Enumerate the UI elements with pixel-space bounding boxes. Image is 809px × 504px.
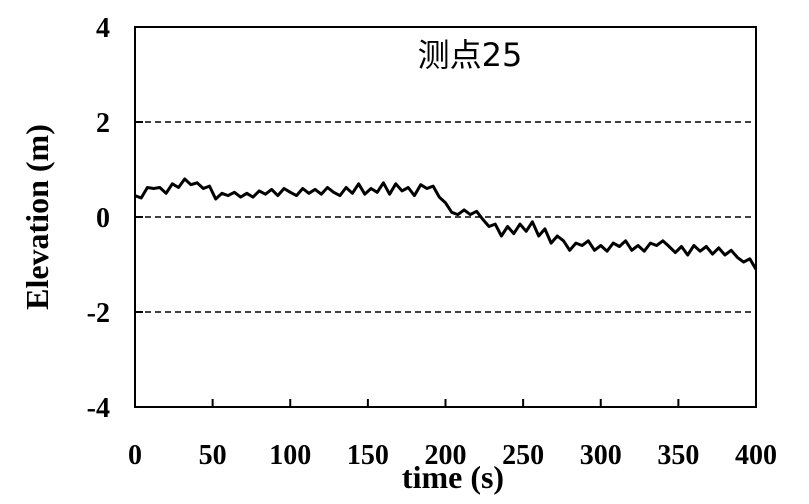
x-tick-label-350: 350	[657, 440, 699, 471]
x-tick-label-150: 150	[347, 440, 389, 471]
x-tick-label-400: 400	[735, 440, 777, 471]
series-line-0	[134, 177, 758, 271]
x-tick-label-0: 0	[128, 440, 142, 471]
y-tick-label--2: -2	[87, 298, 110, 329]
y-tick-label-4: 4	[96, 13, 110, 44]
tick-labels: 0 50 100 150 200 250 300 350 400 -4 -2 0 2 4	[87, 13, 777, 471]
x-tick-label-50: 50	[199, 440, 227, 471]
x-tick-label-100: 100	[269, 440, 311, 471]
series-layer	[134, 177, 758, 271]
axis-ticks	[134, 26, 757, 408]
x-tick-label-300: 300	[580, 440, 622, 471]
grid-lines	[135, 121, 756, 313]
x-axis-title: time (s)	[402, 459, 504, 495]
x-tick-label-200: 200	[425, 440, 467, 471]
y-tick-label-2: 2	[96, 108, 110, 139]
x-tick-label-250: 250	[502, 440, 544, 471]
y-tick-label--4: -4	[87, 393, 110, 424]
chart-title: 测点25	[418, 36, 523, 74]
y-axis-title: Elevation (m)	[19, 124, 55, 310]
y-tick-label-0: 0	[96, 203, 110, 234]
